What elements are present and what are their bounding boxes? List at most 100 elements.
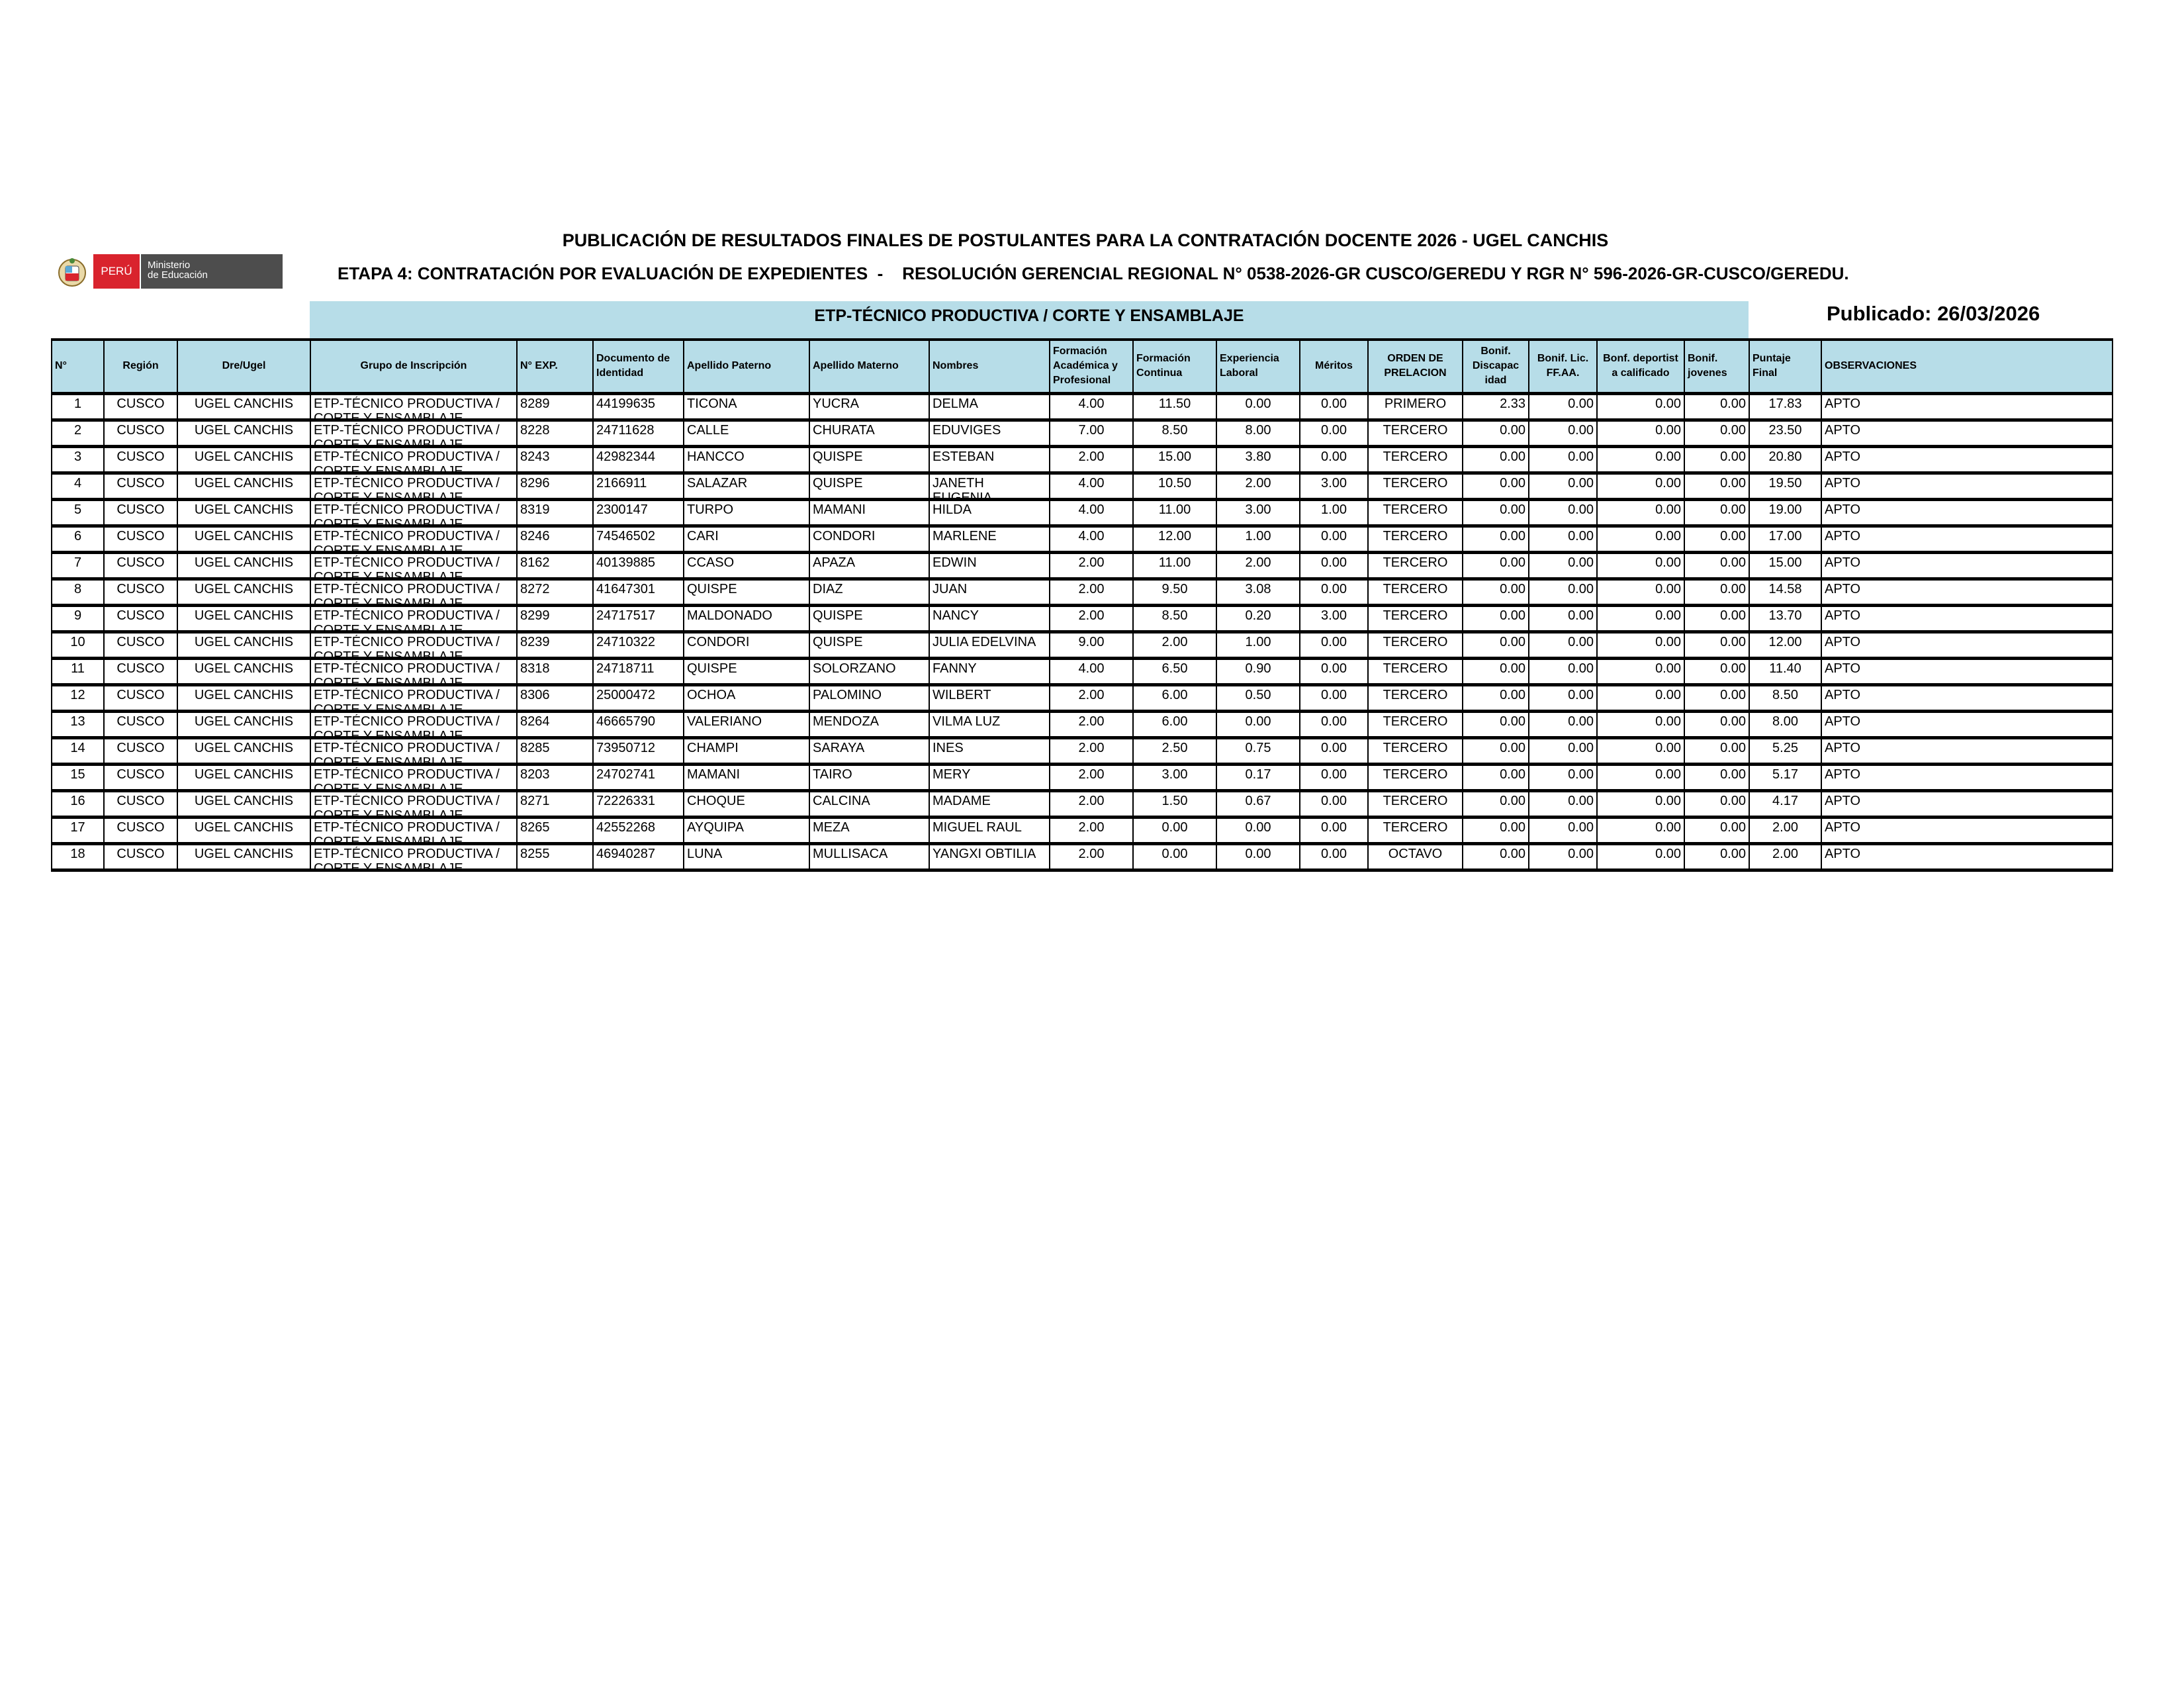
cell-text: 8.50 bbox=[1161, 422, 1188, 438]
table-cell: CUSCO bbox=[103, 737, 178, 766]
cell-text: 0.00 bbox=[1720, 528, 1746, 543]
table-cell: CUSCO bbox=[103, 473, 178, 501]
cell-text: 0.00 bbox=[1568, 396, 1594, 411]
cell-text: 8228 bbox=[520, 422, 550, 438]
table-cell: 8.50 bbox=[1132, 605, 1217, 633]
table-cell: UGEL CANCHIS bbox=[177, 632, 311, 660]
cell-text: 0.00 bbox=[1245, 714, 1271, 729]
cell-text: CUSCO bbox=[116, 475, 165, 491]
column-header: Dre/Ugel bbox=[177, 338, 311, 395]
table-cell: TERCERO bbox=[1367, 817, 1463, 845]
table-cell: 8318 bbox=[516, 658, 594, 686]
table-cell: 0.00 bbox=[1299, 393, 1369, 422]
table-cell: 15.00 bbox=[1132, 446, 1217, 475]
cell-text: 4 bbox=[73, 475, 82, 491]
cell-text: 2.00 bbox=[1078, 767, 1105, 782]
table-cell: PRIMERO bbox=[1367, 393, 1463, 422]
table-row: 4 CUSCO UGEL CANCHIS ETP-TÉCNICO PRODUCTIVA… bbox=[51, 473, 2113, 501]
cell-text: APAZA bbox=[813, 555, 856, 570]
table-cell: UGEL CANCHIS bbox=[177, 605, 311, 633]
cell-text: 0.00 bbox=[1568, 846, 1594, 861]
table-cell: JULIA EDELVINA bbox=[929, 632, 1050, 660]
table-cell: 0.00 bbox=[1596, 658, 1685, 686]
cell-text: 0.00 bbox=[1321, 793, 1347, 808]
cell-text: TERCERO bbox=[1383, 449, 1448, 464]
cell-text: APTO bbox=[1825, 581, 1861, 596]
column-header: Apellido Materno bbox=[809, 338, 930, 395]
table-cell: 0.00 bbox=[1596, 632, 1685, 660]
cell-text: 0.50 bbox=[1245, 687, 1271, 702]
cell-text: 0.00 bbox=[1500, 846, 1525, 861]
cell-text: 0.00 bbox=[1720, 475, 1746, 491]
table-cell: 0.17 bbox=[1216, 764, 1300, 792]
column-header: Bonif. jovenes bbox=[1684, 338, 1750, 395]
table-cell: 73950712 bbox=[592, 737, 684, 766]
cell-text: 20.80 bbox=[1768, 449, 1802, 464]
table-cell: 0.00 bbox=[1299, 420, 1369, 448]
table-cell: SALAZAR bbox=[683, 473, 810, 501]
table-cell: APTO bbox=[1821, 790, 2113, 819]
cell-text: MIGUEL RAUL bbox=[933, 820, 1022, 835]
cell-text: CUSCO bbox=[116, 846, 165, 861]
group-banner: ETP-TÉCNICO PRODUCTIVA / CORTE Y ENSAMBL… bbox=[310, 301, 1749, 340]
table-cell: 0.00 bbox=[1684, 658, 1750, 686]
cell-text: 0.00 bbox=[1720, 767, 1746, 782]
table-cell: 0.00 bbox=[1596, 684, 1685, 713]
table-cell: 0.00 bbox=[1462, 632, 1529, 660]
cell-text: 8.50 bbox=[1772, 687, 1798, 702]
table-cell: TERCERO bbox=[1367, 632, 1463, 660]
table-cell: QUISPE bbox=[683, 658, 810, 686]
table-cell: MIGUEL RAUL bbox=[929, 817, 1050, 845]
cell-text: 0.00 bbox=[1568, 555, 1594, 570]
table-row: 5 CUSCO UGEL CANCHIS ETP-TÉCNICO PRODUCTIVA… bbox=[51, 499, 2113, 528]
table-cell: 0.00 bbox=[1596, 737, 1685, 766]
cell-text: 2.00 bbox=[1161, 634, 1188, 649]
table-cell: TERCERO bbox=[1367, 526, 1463, 554]
table-cell: NANCY bbox=[929, 605, 1050, 633]
cell-text: SARAYA bbox=[813, 740, 865, 755]
cell-text: 14 bbox=[70, 740, 85, 755]
table-cell: MALDONADO bbox=[683, 605, 810, 633]
cell-text: 9.50 bbox=[1161, 581, 1188, 596]
table-row: 1 CUSCO UGEL CANCHIS ETP-TÉCNICO PRODUCTIVA… bbox=[51, 393, 2113, 422]
cell-text: ETP-TÉCNICO PRODUCTIVA / CORTE Y ENSAMBL… bbox=[314, 502, 500, 524]
cell-text: UGEL CANCHIS bbox=[194, 502, 294, 517]
cell-text: TERCERO bbox=[1383, 528, 1448, 543]
cell-text: UGEL CANCHIS bbox=[194, 793, 294, 808]
cell-text: 0.00 bbox=[1500, 475, 1525, 491]
cell-text: ETP-TÉCNICO PRODUCTIVA / CORTE Y ENSAMBL… bbox=[314, 687, 500, 710]
table-cell: QUISPE bbox=[809, 605, 930, 633]
table-cell: 0.00 bbox=[1299, 446, 1369, 475]
table-cell: 2.00 bbox=[1049, 711, 1134, 739]
cell-text: DIAZ bbox=[813, 581, 843, 596]
table-cell: 6.00 bbox=[1132, 684, 1217, 713]
table-body: 1 CUSCO UGEL CANCHIS ETP-TÉCNICO PRODUCTIVA… bbox=[51, 393, 2113, 872]
cell-text: ETP-TÉCNICO PRODUCTIVA / CORTE Y ENSAMBL… bbox=[314, 793, 500, 816]
cell-text: ETP-TÉCNICO PRODUCTIVA / CORTE Y ENSAMBL… bbox=[314, 661, 500, 683]
cell-text: APTO bbox=[1825, 687, 1861, 702]
cell-text: ETP-TÉCNICO PRODUCTIVA / CORTE Y ENSAMBL… bbox=[314, 767, 500, 789]
cell-text: OCHOA bbox=[687, 687, 736, 702]
table-cell: MERY bbox=[929, 764, 1050, 792]
cell-text: 0.00 bbox=[1568, 687, 1594, 702]
table-cell: ETP-TÉCNICO PRODUCTIVA / CORTE Y ENSAMBL… bbox=[310, 393, 518, 422]
table-cell: 14 bbox=[51, 737, 105, 766]
cell-text: MAMANI bbox=[813, 502, 866, 517]
table-cell: 0.00 bbox=[1462, 790, 1529, 819]
table-cell: CUSCO bbox=[103, 684, 178, 713]
cell-text: 5.25 bbox=[1772, 740, 1798, 755]
cell-text: UGEL CANCHIS bbox=[194, 555, 294, 570]
cell-text: UGEL CANCHIS bbox=[194, 396, 294, 411]
cell-text: 0.00 bbox=[1720, 555, 1746, 570]
table-cell: MAMANI bbox=[809, 499, 930, 528]
cell-text: TURPO bbox=[687, 502, 733, 517]
cell-text: 0.17 bbox=[1245, 767, 1271, 782]
cell-text: CUSCO bbox=[116, 555, 165, 570]
table-cell: 72226331 bbox=[592, 790, 684, 819]
table-cell: 0.00 bbox=[1596, 552, 1685, 581]
table-cell: 25000472 bbox=[592, 684, 684, 713]
column-header: Bonif. Lic. FF.AA. bbox=[1528, 338, 1598, 395]
cell-text: 0.00 bbox=[1655, 608, 1681, 623]
table-cell: UGEL CANCHIS bbox=[177, 790, 311, 819]
table-cell: 0.00 bbox=[1596, 711, 1685, 739]
